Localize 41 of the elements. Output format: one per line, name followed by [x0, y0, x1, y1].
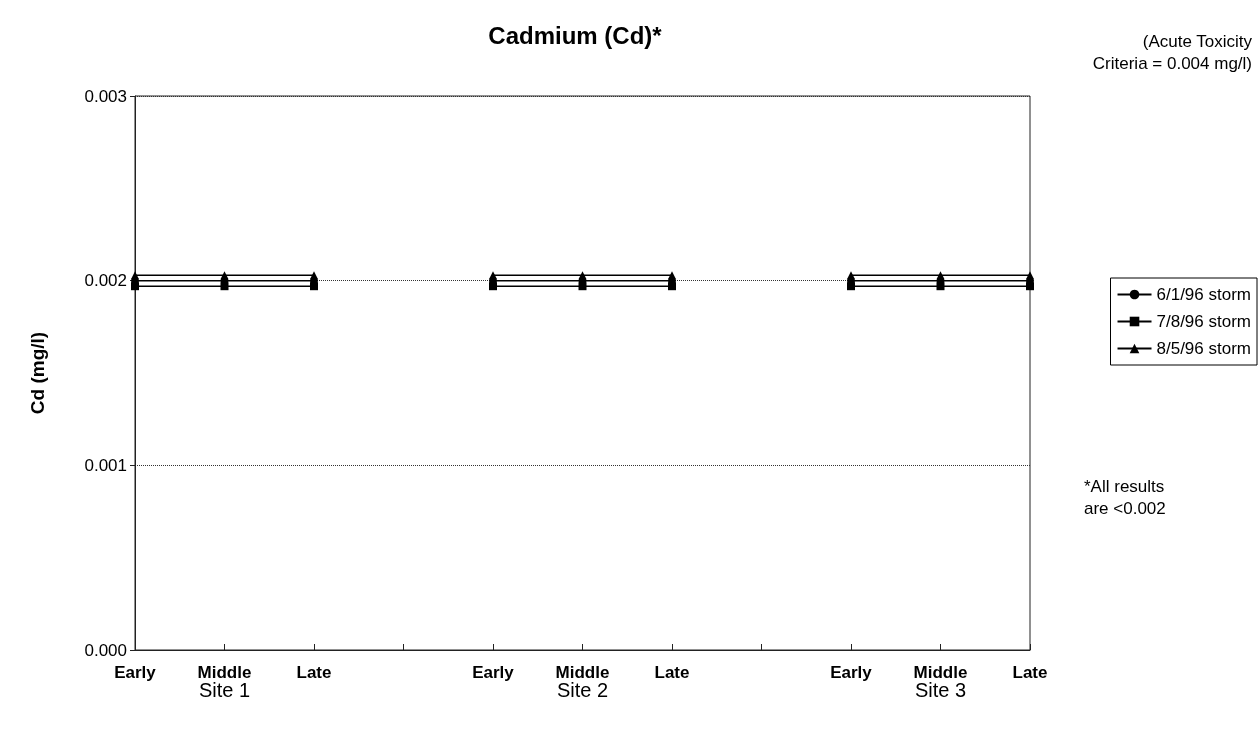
text: (Acute Toxicity Criteria = 0.004 mg/l)	[1092, 31, 1253, 73]
y-tick-label: 0.000	[84, 640, 127, 660]
point	[578, 282, 587, 291]
point	[220, 282, 229, 291]
x-tick-label: Late	[654, 663, 690, 682]
y-axis-title: Cd (mg/l)	[27, 331, 48, 415]
x-tick-label: Late	[1012, 663, 1048, 682]
point	[220, 271, 229, 280]
x-tick-label: Early	[114, 663, 157, 682]
y-tick-label: 0.002	[84, 271, 127, 291]
legend-label: 8/5/96 storm	[1156, 339, 1252, 358]
x-tick-label: Early	[472, 663, 515, 682]
point	[1026, 271, 1034, 280]
x-tick-label: Middle	[913, 663, 968, 682]
point	[131, 282, 139, 291]
x-tick-label: Middle	[197, 663, 252, 682]
x-tick-label: Late	[296, 663, 332, 682]
point	[847, 282, 855, 291]
legend-label: 6/1/96 storm	[1156, 285, 1252, 304]
point	[310, 282, 318, 291]
y-tick-label: 0.001	[84, 455, 127, 475]
x-tick-label: Middle	[555, 663, 610, 682]
point	[668, 271, 676, 280]
x-tick-label: Early	[830, 663, 873, 682]
point	[1026, 282, 1034, 291]
point	[668, 282, 676, 291]
legend-label: 7/8/96 storm	[1156, 312, 1252, 331]
point	[131, 271, 139, 280]
text: Site 2	[556, 679, 609, 701]
point	[936, 282, 945, 291]
point	[578, 271, 587, 280]
point	[489, 282, 497, 291]
point	[489, 271, 497, 280]
y-tick-label: 0.003	[84, 86, 127, 106]
chart-title: Cadmium (Cd)*	[488, 21, 663, 49]
point	[936, 271, 945, 280]
text: Site 3	[914, 679, 967, 701]
text: Site 1	[198, 679, 251, 701]
point	[310, 271, 318, 280]
text: *All results are <0.002	[1084, 476, 1166, 518]
point	[847, 271, 855, 280]
